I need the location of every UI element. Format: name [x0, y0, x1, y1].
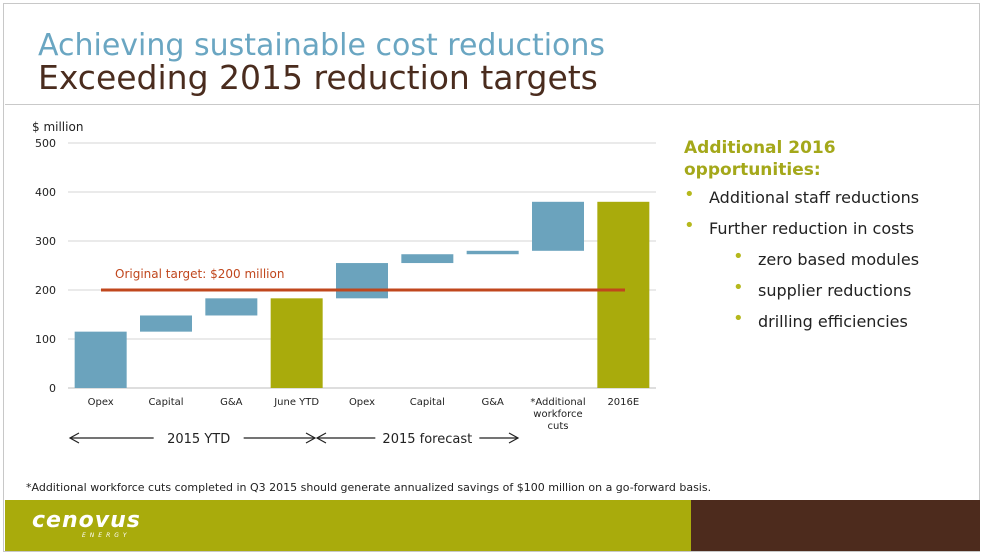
opportunity-text: drilling efficiencies	[758, 312, 908, 331]
footer-band-green	[5, 500, 691, 551]
cenovus-logo-sub: ENERGY	[82, 532, 131, 539]
bullet-icon: •	[684, 215, 695, 236]
step-bar	[336, 263, 388, 299]
target-label: Original target: $200 million	[115, 267, 284, 281]
y-axis-label: $ million	[32, 120, 83, 134]
footnote: *Additional workforce cuts completed in …	[26, 481, 712, 494]
opportunity-item: • Further reduction in costs	[684, 215, 974, 239]
total-bar	[270, 298, 323, 388]
arrow-head	[68, 432, 80, 444]
y-tick-label: 400	[35, 186, 56, 199]
step-bar	[532, 201, 584, 251]
step-bar	[401, 254, 454, 264]
y-tick-label: 500	[35, 137, 56, 150]
group-label: 2015 YTD	[167, 432, 230, 447]
opportunity-text: zero based modules	[758, 250, 920, 269]
x-tick-label: Opex	[88, 397, 114, 408]
total-bar	[597, 201, 650, 388]
step-bar	[140, 315, 192, 332]
waterfall-chart: $ million 0 100 200 300 400 500 Original target…	[32, 120, 656, 447]
opportunity-text: supplier reductions	[758, 281, 912, 300]
y-tick-label: 200	[35, 284, 56, 297]
opportunities-list: • Additional staff reductions • Further red…	[684, 184, 974, 332]
group-label: 2015 forecast	[382, 432, 472, 447]
x-tick-label: Capital	[410, 397, 445, 408]
footer-band-brown	[691, 500, 980, 551]
slide-frame	[3, 3, 980, 552]
opportunity-item: • Additional staff reductions	[684, 184, 974, 208]
bullet-icon: •	[733, 277, 744, 298]
opportunity-item: • supplier reductions	[684, 277, 974, 301]
bullet-icon: •	[733, 246, 744, 267]
x-tick-label: G&A	[220, 397, 243, 408]
y-tick-label: 100	[35, 333, 56, 346]
arrow-head	[305, 432, 317, 444]
title-divider	[5, 104, 980, 105]
x-tick-label: 2016E	[607, 397, 639, 408]
arrow-head	[508, 432, 520, 444]
bullet-icon: •	[684, 184, 695, 205]
opportunity-item: • zero based modules	[684, 246, 974, 270]
opportunity-item: • drilling efficiencies	[684, 308, 974, 332]
opportunities-panel: Additional 2016 opportunities: • Addition…	[684, 137, 974, 343]
step-bar	[205, 298, 258, 316]
opportunities-title: Additional 2016 opportunities:	[684, 138, 836, 180]
slide-subtitle: Exceeding 2015 reduction targets	[38, 58, 598, 97]
y-tick-label: 300	[35, 235, 56, 248]
x-tick-label: Capital	[148, 397, 183, 408]
x-tick-label: June YTD	[273, 397, 319, 408]
x-tick-label: *Additional workforce cuts	[530, 397, 585, 432]
cenovus-logo: cenovus	[32, 508, 141, 533]
opportunity-text: Further reduction in costs	[709, 219, 915, 238]
slide-title: Achieving sustainable cost reductions	[38, 28, 606, 63]
step-bar	[74, 331, 127, 388]
y-tick-label: 0	[49, 382, 56, 395]
bullet-icon: •	[733, 308, 744, 329]
x-tick-label: G&A	[481, 397, 504, 408]
opportunity-text: Additional staff reductions	[709, 188, 920, 207]
arrow-head	[315, 432, 327, 444]
step-bar	[466, 250, 519, 255]
x-tick-label: Opex	[349, 397, 375, 408]
